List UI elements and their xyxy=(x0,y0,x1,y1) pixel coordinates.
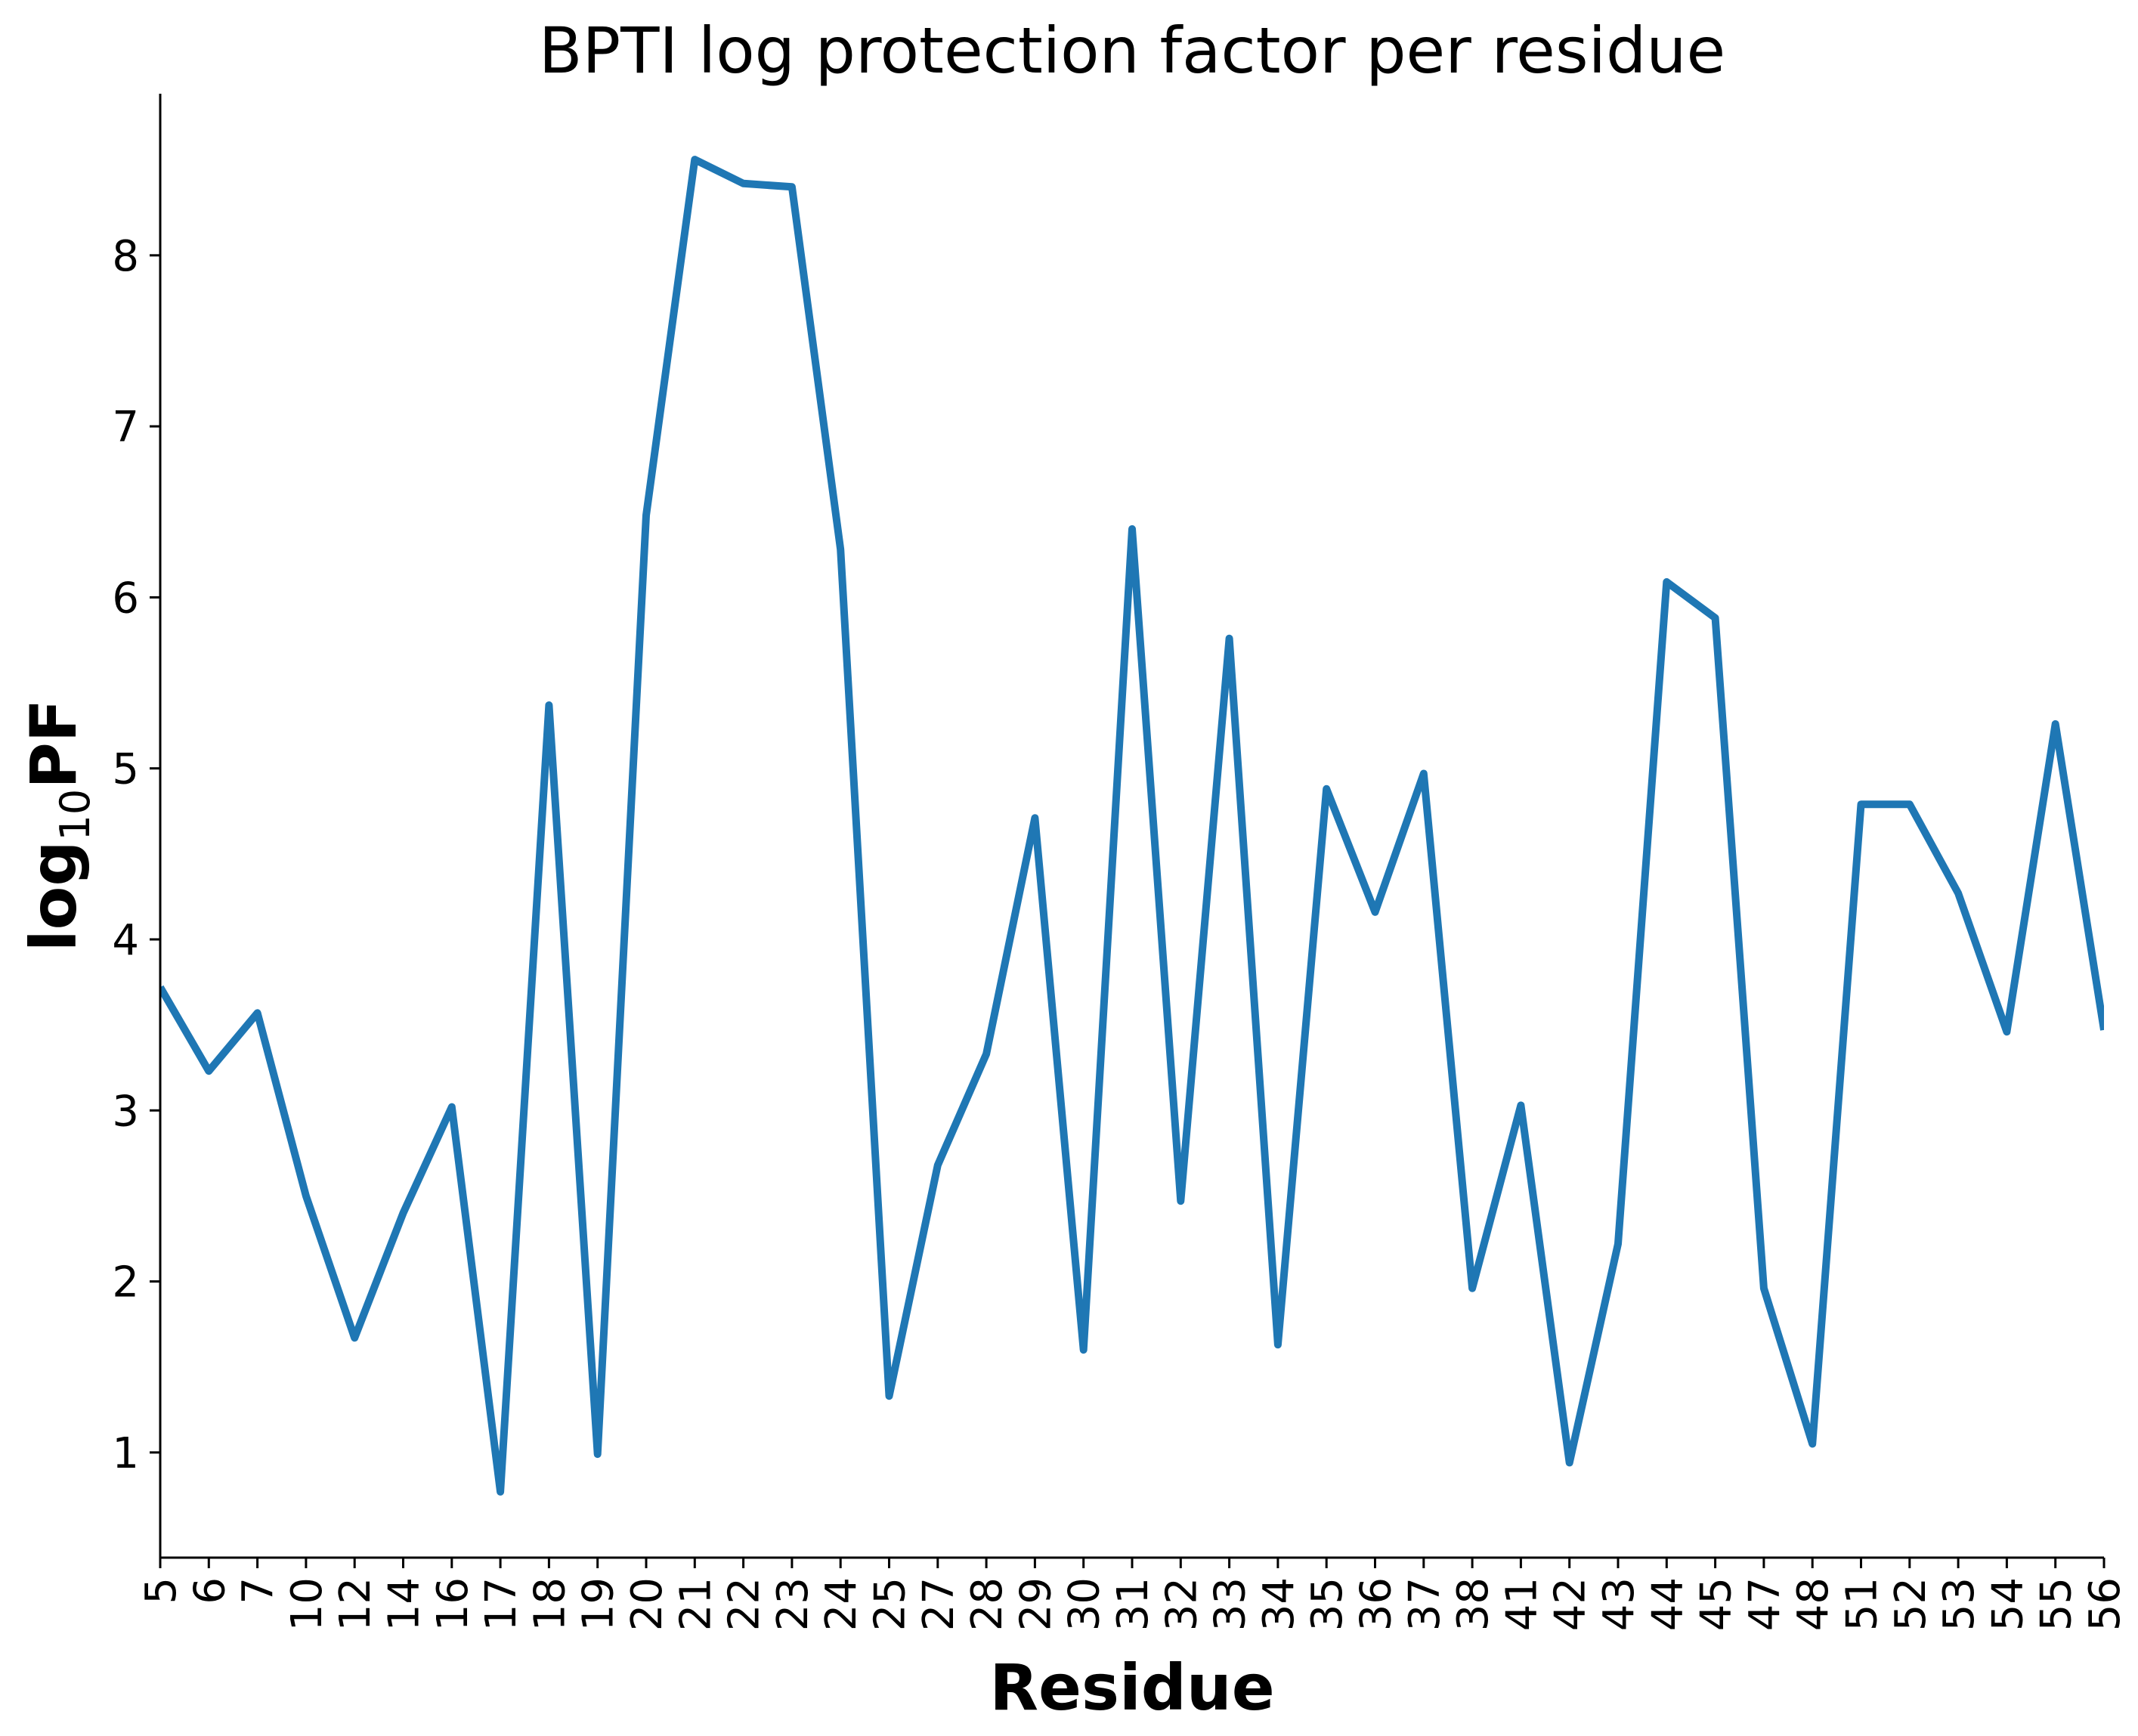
x-tick-label: 22 xyxy=(720,1577,769,1631)
x-tick-label: 35 xyxy=(1303,1577,1352,1631)
y-axis-label: log10PF xyxy=(17,699,99,952)
x-axis-ticks: 5 6 7 10 12 14 16 17 18 19 20 21 22 23 24 25 27 28 29 30 31 3… xyxy=(137,1558,2130,1631)
y-tick-label: 8 xyxy=(112,232,139,281)
y-tick-label: 1 xyxy=(112,1429,139,1478)
x-tick-label: 41 xyxy=(1497,1577,1546,1631)
x-tick-label: 24 xyxy=(817,1577,866,1631)
chart-title: BPTI log protection factor per residue xyxy=(539,14,1725,88)
x-tick-label: 32 xyxy=(1157,1577,1206,1631)
x-tick-label: 36 xyxy=(1352,1577,1401,1631)
x-tick-label: 38 xyxy=(1449,1577,1498,1631)
y-tick-label: 5 xyxy=(112,745,139,794)
x-tick-label: 52 xyxy=(1886,1577,1935,1631)
x-tick-label: 42 xyxy=(1546,1577,1595,1631)
y-tick-label: 2 xyxy=(112,1258,139,1307)
x-axis-label: Residue xyxy=(989,1651,1274,1725)
x-tick-label: 16 xyxy=(429,1577,478,1631)
x-tick-label: 51 xyxy=(1838,1577,1887,1631)
y-axis-label-main: PF xyxy=(17,699,91,789)
x-tick-label: 48 xyxy=(1789,1577,1838,1631)
x-tick-label: 44 xyxy=(1643,1577,1692,1631)
x-tick-label: 17 xyxy=(477,1577,526,1631)
series-line xyxy=(160,156,2104,1496)
x-tick-label: 6 xyxy=(185,1577,234,1604)
x-tick-label: 23 xyxy=(769,1577,818,1631)
x-tick-label: 25 xyxy=(866,1577,915,1631)
x-tick-label: 10 xyxy=(283,1577,332,1631)
plot-area xyxy=(159,94,2104,1559)
y-axis-label-base: log xyxy=(17,841,91,952)
x-tick-label: 21 xyxy=(671,1577,720,1631)
x-tick-label: 37 xyxy=(1400,1577,1450,1631)
x-tick-label: 45 xyxy=(1692,1577,1741,1631)
y-tick-label: 4 xyxy=(112,916,139,965)
x-tick-label: 19 xyxy=(574,1577,623,1631)
x-tick-label: 55 xyxy=(2032,1577,2081,1631)
y-tick-label: 3 xyxy=(112,1087,139,1136)
x-tick-label: 27 xyxy=(914,1577,964,1631)
x-tick-label: 5 xyxy=(137,1577,186,1604)
x-tick-label: 56 xyxy=(2081,1577,2130,1631)
y-axis-label-subscript: 10 xyxy=(51,789,99,841)
x-tick-label: 43 xyxy=(1595,1577,1644,1631)
x-tick-label: 28 xyxy=(963,1577,1012,1631)
x-tick-label: 54 xyxy=(1983,1577,2032,1631)
y-tick-label: 6 xyxy=(112,574,139,623)
x-tick-label: 30 xyxy=(1060,1577,1109,1631)
x-tick-label: 12 xyxy=(331,1577,380,1631)
y-tick-label: 7 xyxy=(112,403,139,452)
x-tick-label: 29 xyxy=(1011,1577,1060,1631)
x-tick-label: 47 xyxy=(1740,1577,1790,1631)
x-tick-label: 53 xyxy=(1935,1577,1984,1631)
x-tick-label: 7 xyxy=(234,1577,283,1604)
x-tick-label: 31 xyxy=(1109,1577,1158,1631)
x-tick-label: 20 xyxy=(623,1577,672,1631)
x-tick-label: 14 xyxy=(380,1577,429,1631)
y-axis-ticks: 1 2 3 4 5 6 7 8 xyxy=(112,232,160,1478)
x-tick-label: 34 xyxy=(1255,1577,1304,1631)
x-tick-label: 18 xyxy=(525,1577,574,1631)
x-tick-label: 33 xyxy=(1206,1577,1255,1631)
